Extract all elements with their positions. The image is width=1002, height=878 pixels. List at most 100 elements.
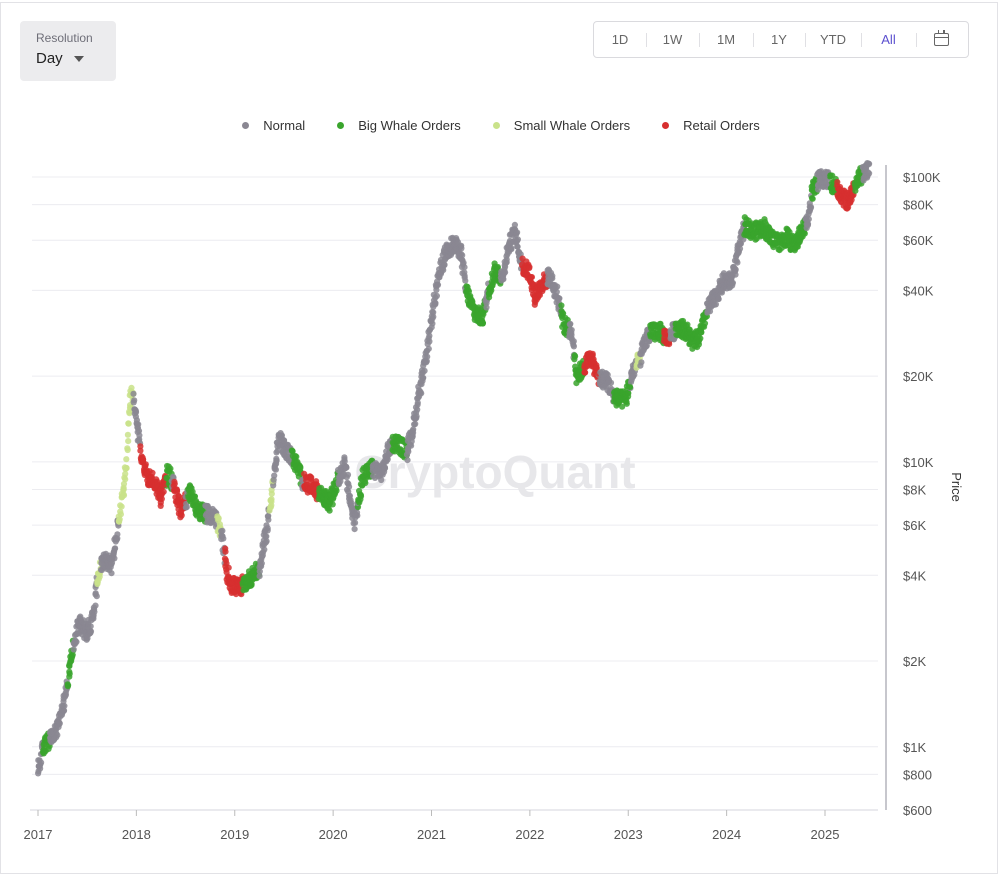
- data-point-normal: [220, 535, 227, 542]
- data-point-normal: [414, 406, 421, 413]
- y-tick-label: $800: [903, 767, 932, 782]
- data-point-normal: [429, 320, 436, 327]
- data-point-normal: [258, 560, 265, 567]
- data-point-normal: [351, 526, 358, 533]
- y-tick-label: $100K: [903, 170, 941, 185]
- y-tick-label: $8K: [903, 483, 926, 498]
- data-point-normal: [424, 353, 431, 360]
- range-button-1m[interactable]: 1M: [699, 22, 753, 57]
- range-button-1w[interactable]: 1W: [646, 22, 699, 57]
- legend-item-big-whale[interactable]: Big Whale Orders: [337, 118, 461, 133]
- data-point-normal: [108, 570, 115, 577]
- data-point-retail: [666, 341, 673, 348]
- data-point-retail: [160, 488, 167, 495]
- data-point-retail: [137, 447, 144, 454]
- range-button-all[interactable]: All: [861, 22, 916, 57]
- data-point-small-whale: [124, 446, 131, 454]
- data-point-big-whale: [289, 448, 296, 455]
- data-point-retail: [528, 274, 536, 281]
- data-point-big-whale: [623, 398, 630, 405]
- data-point-normal: [638, 359, 645, 366]
- data-point-big-whale: [684, 321, 691, 328]
- y-tick-label: $80K: [903, 198, 934, 213]
- range-button-ytd[interactable]: YTD: [805, 22, 861, 57]
- x-tick-label: 2022: [515, 827, 544, 842]
- data-point-normal: [73, 638, 80, 646]
- data-point-normal: [114, 535, 121, 542]
- data-point-normal: [87, 628, 95, 635]
- data-point-retail: [526, 265, 533, 272]
- data-point-normal: [461, 264, 468, 271]
- data-point-small-whale: [124, 431, 131, 438]
- data-point-normal: [568, 326, 575, 334]
- data-point-normal: [502, 269, 509, 276]
- data-point-retail: [178, 512, 185, 519]
- legend-swatch-big-whale: [337, 122, 345, 129]
- y-tick-label: $20K: [903, 369, 934, 384]
- data-point-big-whale: [189, 488, 196, 495]
- data-point-normal: [607, 379, 615, 386]
- data-point-normal: [112, 545, 119, 552]
- data-point-small-whale: [117, 511, 124, 518]
- y-tick-label: $600: [903, 803, 932, 818]
- data-point-big-whale: [619, 403, 626, 410]
- data-point-normal: [434, 281, 442, 288]
- y-tick-label: $2K: [903, 654, 926, 669]
- data-point-normal: [807, 204, 815, 211]
- data-point-normal: [270, 482, 277, 489]
- data-point-normal: [263, 533, 270, 540]
- data-point-normal: [729, 280, 736, 287]
- data-point-normal: [554, 283, 561, 290]
- calendar-icon: [933, 30, 949, 46]
- axes: $100K $80K $60K $40K $20K $10K $8K $6K $4K $2K $1K…: [24, 165, 941, 842]
- data-point-big-whale: [698, 329, 705, 336]
- legend-swatch-retail: [662, 122, 670, 129]
- data-point-normal: [404, 457, 411, 464]
- data-point-normal: [514, 229, 521, 236]
- y-tick-label: $60K: [903, 233, 934, 248]
- resolution-dropdown[interactable]: Resolution Day: [20, 21, 116, 81]
- data-point-small-whale: [123, 465, 130, 472]
- data-point-normal: [92, 602, 99, 609]
- data-point-normal: [273, 458, 280, 465]
- time-range-selector: 1D 1W 1M 1Y YTD All: [593, 21, 969, 58]
- data-point-small-whale: [120, 492, 128, 499]
- chart-legend: Normal Big Whale Orders Small Whale Orde…: [0, 118, 1002, 133]
- x-tick-label: 2024: [712, 827, 741, 842]
- data-point-normal: [426, 332, 433, 339]
- x-tick-label: 2018: [122, 827, 151, 842]
- data-point-retail: [171, 480, 178, 487]
- data-point-retail: [834, 179, 841, 186]
- data-point-normal: [56, 720, 63, 727]
- data-point-retail: [157, 502, 164, 509]
- data-point-normal: [567, 320, 574, 327]
- legend-item-normal[interactable]: Normal: [242, 118, 305, 133]
- legend-label-retail: Retail Orders: [683, 118, 760, 133]
- data-point-normal: [440, 267, 447, 274]
- legend-item-small-whale[interactable]: Small Whale Orders: [492, 118, 630, 133]
- data-point-big-whale: [701, 320, 709, 327]
- data-point-big-whale: [801, 230, 808, 237]
- data-point-normal: [459, 252, 466, 259]
- data-point-normal: [219, 527, 226, 534]
- y-tick-label: $40K: [903, 283, 934, 298]
- data-point-normal: [92, 590, 99, 597]
- data-point-big-whale: [329, 501, 336, 508]
- data-point-normal: [271, 472, 278, 479]
- data-point-normal: [61, 702, 68, 710]
- data-point-normal: [430, 313, 437, 320]
- data-point-normal: [732, 271, 739, 278]
- x-tick-label: 2025: [811, 827, 840, 842]
- calendar-button[interactable]: [916, 22, 966, 57]
- legend-item-retail[interactable]: Retail Orders: [662, 118, 760, 133]
- range-button-1d[interactable]: 1D: [611, 32, 629, 47]
- data-point-small-whale: [125, 420, 132, 427]
- data-point-normal: [87, 623, 94, 630]
- y-tick-label: $1K: [903, 740, 926, 755]
- data-point-normal: [38, 759, 45, 766]
- data-point-normal: [60, 707, 67, 715]
- data-point-normal: [553, 288, 560, 296]
- data-point-normal: [265, 516, 272, 523]
- range-button-1y[interactable]: 1Y: [753, 22, 805, 57]
- x-tick-label: 2020: [319, 827, 348, 842]
